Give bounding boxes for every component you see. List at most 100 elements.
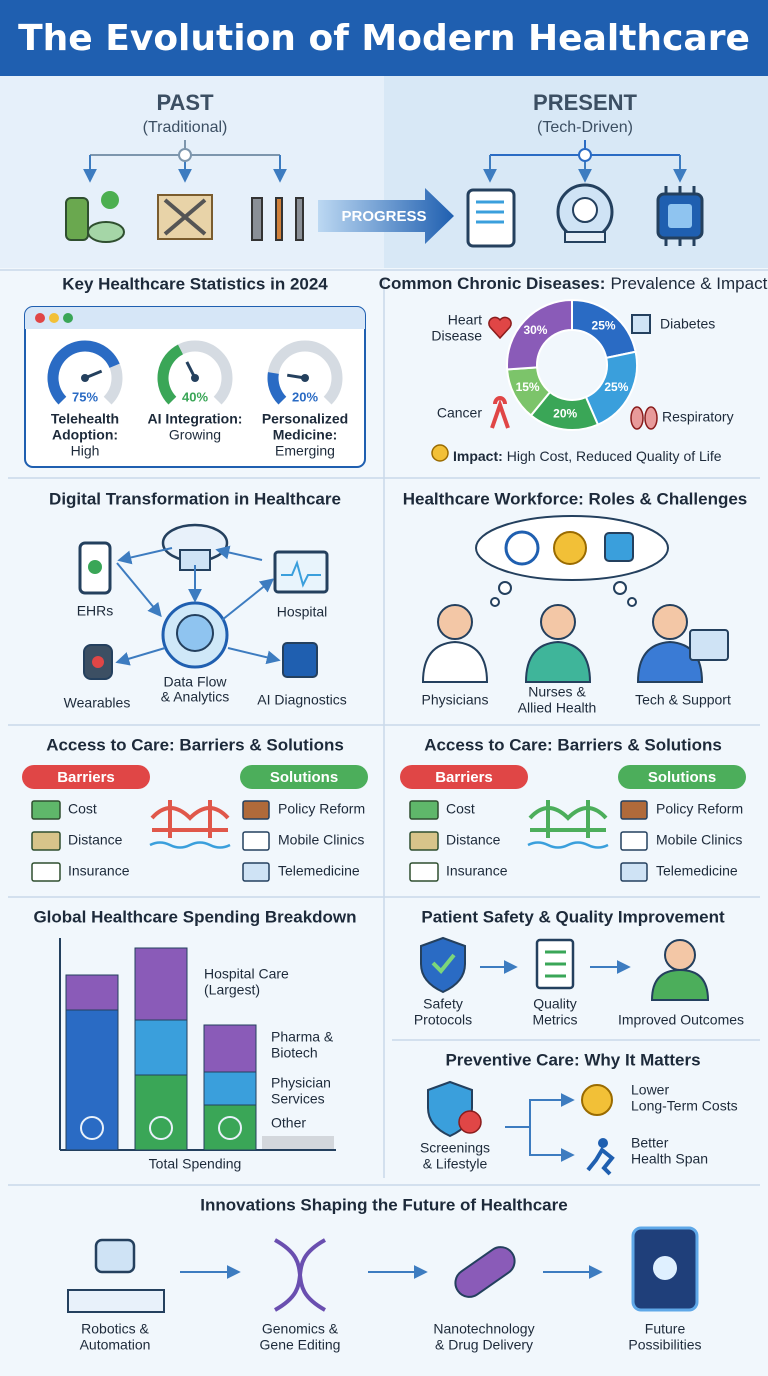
role-label: Nurses & — [528, 684, 586, 700]
source-label: Screenings — [420, 1140, 490, 1156]
pill-label: Barriers — [435, 769, 493, 786]
icon-chip — [282, 642, 318, 678]
icon-coin — [581, 1084, 613, 1116]
innovation-label: Automation — [80, 1337, 151, 1353]
gauge-status: Growing — [169, 427, 221, 443]
solution-icon — [242, 800, 270, 820]
browser-bar — [25, 307, 365, 329]
era-title: PRESENT — [533, 90, 637, 115]
thought-dot — [627, 597, 637, 607]
solution-label: Telemedicine — [278, 863, 360, 879]
browser-dot — [63, 313, 73, 323]
thought-dot — [498, 581, 512, 595]
solution-label: Policy Reform — [656, 801, 743, 817]
icon-lungs — [644, 406, 658, 430]
icon-robot — [94, 1238, 136, 1274]
arrow — [116, 562, 162, 618]
icon-dollar — [149, 1116, 173, 1140]
step-label: Protocols — [414, 1012, 472, 1028]
step-label: Safety — [423, 996, 463, 1012]
gauge-value — [267, 372, 287, 405]
section-title: Innovations Shaping the Future of Health… — [200, 1195, 567, 1214]
icon-person-body — [524, 640, 592, 683]
icon-puzzle — [604, 532, 634, 562]
solutions-pill — [618, 765, 746, 789]
section-title: Global Healthcare Spending Breakdown — [33, 907, 356, 926]
header-bar — [0, 0, 768, 76]
pill-label: Barriers — [57, 769, 115, 786]
outcome-label: Health Span — [631, 1151, 708, 1167]
barrier-icon — [409, 862, 439, 882]
icon-bottle — [65, 197, 89, 241]
gauge-hub — [191, 374, 199, 382]
innovation-label: & Drug Delivery — [435, 1337, 533, 1353]
icon-runner — [586, 1147, 615, 1176]
innovation-label: Robotics & — [81, 1321, 149, 1337]
barrier-label: Cost — [446, 801, 475, 817]
barrier-icon — [409, 800, 439, 820]
step-label: Quality — [533, 996, 577, 1012]
innovation-label: Genomics & — [262, 1321, 339, 1337]
step-label: Improved Outcomes — [618, 1012, 744, 1028]
icon-bridge — [150, 800, 230, 838]
gauge-value-label: 20% — [292, 389, 318, 404]
spending-segment — [134, 947, 188, 1021]
donut-segment — [506, 298, 573, 371]
spending-segment — [134, 1019, 188, 1076]
gauge-value-label: 40% — [182, 389, 208, 404]
era-title: PAST — [156, 90, 214, 115]
node-label: EHRs — [77, 603, 114, 619]
icon-person-body — [421, 640, 489, 683]
icon-mortar — [87, 221, 125, 243]
icon-monitor — [273, 550, 329, 594]
barrier-icon — [31, 800, 61, 820]
icon-dna — [274, 1238, 326, 1312]
gauge-value — [157, 344, 184, 405]
axis-label: Total Spending — [149, 1156, 242, 1172]
barrier-icon — [409, 831, 439, 851]
outcome-label: Better — [631, 1135, 669, 1151]
disease-label: Respiratory — [662, 409, 734, 425]
gauge-label: Adoption: — [52, 427, 118, 443]
barriers-pill — [22, 765, 150, 789]
spending-label: Physician — [271, 1075, 331, 1091]
role-label: Physicians — [422, 692, 489, 708]
section-title: Access to Care: Barriers & Solutions — [424, 735, 722, 754]
pill-label: Solutions — [648, 769, 716, 786]
icon-tool — [295, 197, 304, 241]
section-title: Access to Care: Barriers & Solutions — [46, 735, 344, 754]
solution-icon — [620, 862, 648, 882]
icon-person-head — [664, 939, 696, 971]
role-label: Tech & Support — [635, 692, 731, 708]
icon-mri-bed — [564, 231, 606, 243]
barrier-icon — [31, 862, 61, 882]
arrow — [117, 547, 173, 565]
icon-water — [527, 841, 609, 849]
impact-text: High Cost, Reduced Quality of Life — [507, 448, 722, 464]
gauge-status: High — [71, 443, 100, 459]
icon-computer — [689, 629, 729, 661]
tree-node — [578, 148, 592, 162]
arrow — [227, 647, 281, 665]
icon-phone-mark — [88, 560, 102, 574]
solution-icon — [620, 800, 648, 820]
spending-label: Hospital Care — [204, 966, 289, 982]
donut-value-label: 30% — [523, 323, 547, 337]
icon-water — [149, 841, 231, 849]
outcome-label: Lower — [631, 1082, 669, 1098]
disease-label: Cancer — [437, 405, 482, 421]
section-title: Preventive Care: Why It Matters — [445, 1050, 700, 1069]
tree-node — [178, 148, 192, 162]
section-title: Patient Safety & Quality Improvement — [421, 907, 725, 926]
gauge-label: AI Integration: — [148, 411, 243, 427]
node-label: Hospital — [277, 604, 328, 620]
barrier-label: Distance — [446, 832, 501, 848]
barrier-label: Insurance — [68, 863, 130, 879]
icon-lungs — [630, 406, 644, 430]
impact-line: Impact: High Cost, Reduced Quality of Lif… — [453, 448, 722, 464]
spending-segment — [203, 1024, 257, 1073]
spending-label: Pharma & — [271, 1029, 334, 1045]
innovation-label: Nanotechnology — [433, 1321, 534, 1337]
